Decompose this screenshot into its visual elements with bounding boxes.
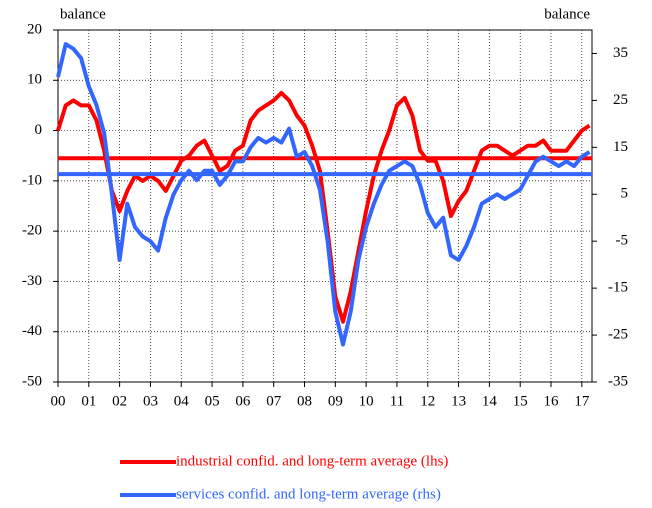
x-tick-label: 04 xyxy=(174,393,190,409)
y2-tick-label: 25 xyxy=(613,92,628,108)
x-tick-label: 11 xyxy=(390,393,404,409)
x-tick-label: 14 xyxy=(482,393,498,409)
x-tick-label: 08 xyxy=(297,393,312,409)
y2-tick-label: 35 xyxy=(613,45,628,61)
x-tick-label: 10 xyxy=(359,393,374,409)
legend-label: industrial confid. and long-term average… xyxy=(176,453,448,469)
x-tick-label: 03 xyxy=(143,393,158,409)
y-tick-label: 10 xyxy=(27,72,42,88)
y2-tick-label: -5 xyxy=(616,233,629,249)
x-tick-label: 05 xyxy=(205,393,220,409)
y2-tick-label: -15 xyxy=(608,280,628,296)
y-tick-label: -50 xyxy=(22,373,42,389)
x-tick-label: 09 xyxy=(328,393,343,409)
series-line xyxy=(56,90,591,324)
x-tick-label: 01 xyxy=(81,393,96,409)
x-tick-label: 17 xyxy=(574,393,590,409)
y-tick-label: 20 xyxy=(27,21,42,37)
x-tick-label: 02 xyxy=(112,393,127,409)
x-tick-label: 07 xyxy=(266,393,282,409)
y2-axis-label: balance xyxy=(544,6,590,22)
y2-tick-label: -35 xyxy=(608,373,628,389)
x-tick-label: 16 xyxy=(544,393,560,409)
legend-label: services confid. and long-term average (… xyxy=(176,486,441,502)
x-tick-label: 00 xyxy=(51,393,66,409)
y2-tick-label: -25 xyxy=(608,327,628,343)
y-axis-label: balance xyxy=(60,6,106,22)
y-tick-label: -30 xyxy=(22,273,42,289)
plot-frame xyxy=(57,29,593,383)
y2-tick-label: 15 xyxy=(613,139,628,155)
y-tick-label: 0 xyxy=(35,122,43,138)
x-tick-label: 12 xyxy=(420,393,435,409)
y-tick-label: -40 xyxy=(22,323,42,339)
x-tick-label: 13 xyxy=(451,393,466,409)
x-tick-label: 15 xyxy=(513,393,528,409)
x-tick-label: 06 xyxy=(235,393,251,409)
y-tick-label: -20 xyxy=(22,223,42,239)
y-tick-label: -10 xyxy=(22,172,42,188)
y2-tick-label: 5 xyxy=(621,186,629,202)
series-line xyxy=(56,42,591,347)
